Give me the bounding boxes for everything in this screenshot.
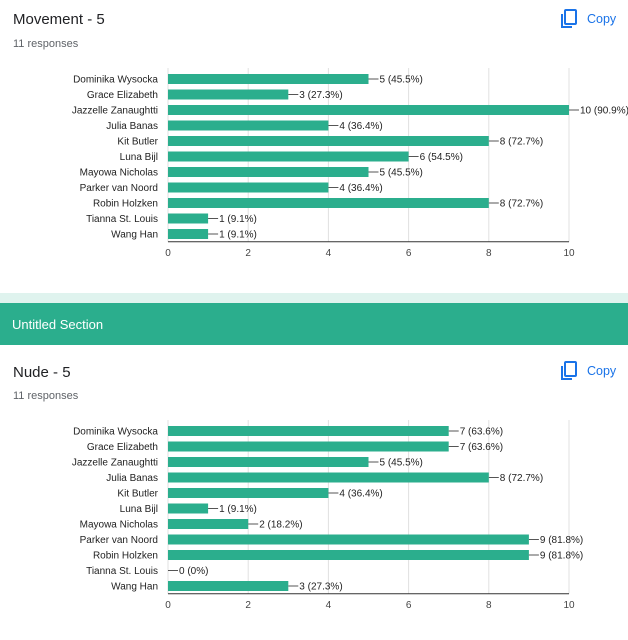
bar[interactable]	[168, 472, 489, 483]
category-label: Robin Holzken	[93, 551, 158, 562]
category-label: Kit Butler	[117, 489, 158, 500]
data-label: 1 (9.1%)	[219, 230, 257, 241]
x-tick-label: 10	[563, 248, 575, 259]
x-tick-label: 4	[326, 600, 332, 611]
bar[interactable]	[168, 534, 529, 545]
x-tick-label: 6	[406, 248, 412, 259]
data-label: 4 (36.4%)	[339, 121, 382, 132]
category-label: Tianna St. Louis	[86, 214, 158, 225]
data-label: 7 (63.6%)	[460, 442, 503, 453]
category-label: Jazzelle Zanaughtti	[72, 458, 158, 469]
data-label: 1 (9.1%)	[219, 214, 257, 225]
data-label: 0 (0%)	[179, 566, 208, 577]
bar[interactable]	[168, 441, 449, 452]
copy-button[interactable]: Copy	[560, 9, 616, 29]
category-label: Jazzelle Zanaughtti	[72, 106, 158, 117]
category-label: Dominika Wysocka	[73, 427, 158, 438]
x-tick-label: 2	[245, 600, 251, 611]
data-label: 5 (45.5%)	[380, 75, 423, 86]
bar[interactable]	[168, 519, 249, 529]
category-label: Julia Banas	[106, 121, 158, 132]
bar[interactable]	[168, 151, 409, 162]
data-label: 9 (81.8%)	[540, 551, 583, 562]
data-label: 1 (9.1%)	[219, 504, 257, 515]
data-label: 8 (72.7%)	[500, 199, 543, 210]
bar[interactable]	[168, 120, 329, 131]
category-label: Mayowa Nicholas	[80, 168, 158, 179]
x-tick-label: 0	[165, 600, 171, 611]
question-card-nude: Nude - 5 11 responses Copy 0 2 4 6 8 10 Domini…	[0, 345, 628, 640]
bar[interactable]	[168, 198, 489, 208]
category-label: Kit Butler	[117, 137, 158, 148]
bar[interactable]	[168, 581, 289, 591]
copy-icon	[560, 361, 578, 381]
question-card-movement: Movement - 5 11 responses Copy 0 2 4 6 8 10 Do…	[0, 0, 628, 293]
section-band	[0, 293, 628, 303]
data-label: 8 (72.7%)	[500, 473, 543, 484]
bar[interactable]	[168, 136, 489, 146]
category-label: Tianna St. Louis	[86, 566, 158, 577]
bar-chart-nude: 0 2 4 6 8 10 Dominika Wysocka 7 (63.6%) Grace El…	[72, 420, 583, 611]
category-label: Dominika Wysocka	[73, 75, 158, 86]
section-title: Untitled Section	[12, 317, 104, 332]
data-label: 3 (27.3%)	[299, 90, 342, 101]
bar[interactable]	[168, 488, 329, 498]
x-tick-label: 0	[165, 248, 171, 259]
x-tick-label: 6	[406, 600, 412, 611]
data-label: 7 (63.6%)	[460, 427, 503, 438]
bar[interactable]	[168, 182, 329, 193]
section-header: Untitled Section	[0, 303, 628, 345]
category-label: Wang Han	[111, 230, 158, 241]
x-tick-label: 8	[486, 248, 492, 259]
data-label: 4 (36.4%)	[339, 183, 382, 194]
category-label: Luna Bijl	[120, 152, 158, 163]
bar[interactable]	[168, 89, 289, 100]
copy-button[interactable]: Copy	[560, 361, 616, 381]
bar[interactable]	[168, 503, 209, 514]
copy-label: Copy	[587, 364, 617, 378]
response-count: 11 responses	[13, 38, 79, 50]
bar[interactable]	[168, 426, 449, 436]
bar-chart-movement: 0 2 4 6 8 10 Dominika Wysocka 5 (45.5%) Grace El…	[72, 68, 628, 259]
x-tick-label: 4	[326, 248, 332, 259]
category-label: Luna Bijl	[120, 504, 158, 515]
bar[interactable]	[168, 229, 209, 239]
category-label: Robin Holzken	[93, 199, 158, 210]
data-label: 5 (45.5%)	[380, 168, 423, 179]
bar[interactable]	[168, 550, 529, 560]
category-label: Grace Elizabeth	[87, 442, 158, 453]
bar[interactable]	[168, 457, 369, 467]
question-title: Movement - 5	[13, 11, 105, 28]
bar[interactable]	[168, 105, 569, 115]
x-tick-label: 2	[245, 248, 251, 259]
data-label: 2 (18.2%)	[259, 520, 302, 531]
bar[interactable]	[168, 74, 369, 84]
data-label: 4 (36.4%)	[339, 489, 382, 500]
copy-icon	[560, 9, 578, 29]
bar[interactable]	[168, 213, 209, 224]
category-label: Mayowa Nicholas	[80, 520, 158, 531]
question-title: Nude - 5	[13, 364, 71, 381]
data-label: 6 (54.5%)	[420, 152, 463, 163]
data-label: 5 (45.5%)	[380, 458, 423, 469]
category-label: Grace Elizabeth	[87, 90, 158, 101]
data-label: 3 (27.3%)	[299, 582, 342, 593]
category-label: Parker van Noord	[80, 183, 158, 194]
category-label: Parker van Noord	[80, 535, 158, 546]
category-label: Wang Han	[111, 582, 158, 593]
response-count: 11 responses	[13, 390, 79, 402]
copy-label: Copy	[587, 12, 617, 26]
x-tick-label: 8	[486, 600, 492, 611]
bar[interactable]	[168, 167, 369, 177]
category-label: Julia Banas	[106, 473, 158, 484]
data-label: 8 (72.7%)	[500, 137, 543, 148]
x-tick-label: 10	[563, 600, 575, 611]
data-label: 9 (81.8%)	[540, 535, 583, 546]
data-label: 10 (90.9%)	[580, 106, 628, 117]
